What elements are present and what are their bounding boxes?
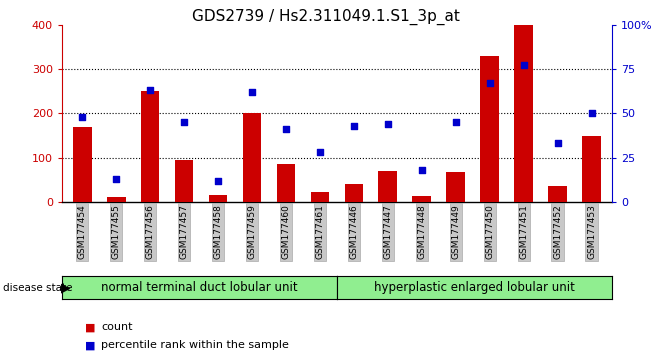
Text: ▶: ▶ (61, 281, 70, 294)
Bar (514, 25, 533, 202)
Point (518, 63, 529, 68)
Bar (174, 160, 193, 202)
Text: count: count (101, 322, 132, 332)
Text: GSM177448: GSM177448 (417, 205, 426, 259)
Point (247, 89, 257, 95)
Text: ■: ■ (85, 340, 95, 350)
Text: GSM177455: GSM177455 (112, 205, 120, 259)
Point (383, 121, 393, 127)
Text: GSM177450: GSM177450 (485, 205, 494, 259)
Text: GSM177456: GSM177456 (146, 205, 155, 259)
Point (553, 141, 563, 146)
Text: normal terminal duct lobular unit: normal terminal duct lobular unit (101, 281, 298, 294)
Point (213, 178, 223, 183)
Point (450, 119, 461, 125)
Bar (73, 127, 92, 202)
Text: GDS2739 / Hs2.311049.1.S1_3p_at: GDS2739 / Hs2.311049.1.S1_3p_at (191, 9, 460, 25)
Point (587, 110, 597, 116)
Text: GSM177452: GSM177452 (553, 205, 562, 259)
Point (77, 114, 87, 120)
Point (281, 126, 291, 132)
Text: percentile rank within the sample: percentile rank within the sample (101, 340, 289, 350)
Bar (141, 91, 159, 202)
Point (314, 149, 325, 155)
Text: GSM177446: GSM177446 (350, 205, 358, 259)
Text: GSM177449: GSM177449 (451, 205, 460, 259)
Point (111, 176, 121, 182)
Bar (447, 172, 465, 202)
Point (145, 87, 156, 93)
Bar (480, 56, 499, 202)
Bar (277, 164, 296, 202)
Bar (209, 195, 227, 202)
Bar (378, 171, 397, 202)
Bar (311, 192, 329, 202)
Text: GSM177447: GSM177447 (383, 205, 393, 259)
Point (349, 123, 359, 129)
Bar (413, 196, 431, 202)
Bar (582, 136, 601, 202)
Text: disease state: disease state (3, 282, 73, 293)
Bar (344, 184, 363, 202)
Text: GSM177451: GSM177451 (519, 205, 528, 259)
Text: GSM177460: GSM177460 (281, 205, 290, 259)
Text: GSM177459: GSM177459 (247, 205, 256, 259)
Text: GSM177457: GSM177457 (180, 205, 189, 259)
Point (484, 80, 495, 86)
Bar (243, 113, 261, 202)
Text: GSM177458: GSM177458 (214, 205, 223, 259)
Text: hyperplastic enlarged lobular unit: hyperplastic enlarged lobular unit (374, 281, 575, 294)
Point (179, 119, 189, 125)
Text: GSM177461: GSM177461 (316, 205, 324, 259)
Bar (107, 198, 126, 202)
Bar (548, 186, 567, 202)
Text: ■: ■ (85, 322, 95, 332)
Text: GSM177454: GSM177454 (77, 205, 87, 259)
Text: GSM177453: GSM177453 (587, 205, 596, 259)
Point (417, 167, 427, 173)
